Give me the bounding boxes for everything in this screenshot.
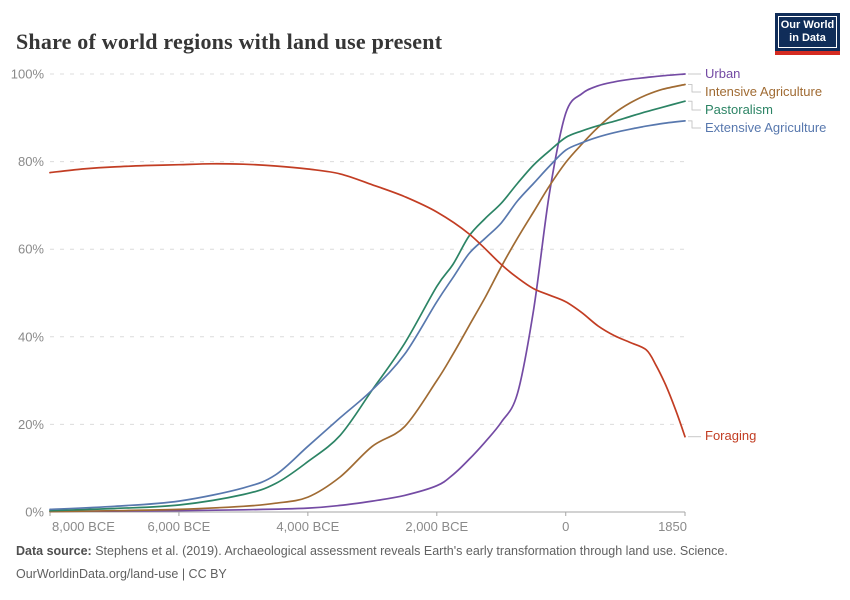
legend-connector xyxy=(688,84,701,93)
y-tick-label: 0% xyxy=(25,505,44,520)
owid-logo-red-bar xyxy=(775,51,840,55)
x-tick-label: 1850 xyxy=(658,519,687,534)
owid-logo: Our World in Data xyxy=(775,13,840,55)
y-tick-label: 80% xyxy=(18,154,44,169)
series-line-urban[interactable] xyxy=(49,73,686,513)
x-tick-label: 6,000 BCE xyxy=(147,519,210,534)
y-tick-label: 40% xyxy=(18,329,44,344)
license-line: OurWorldinData.org/land-use | CC BY xyxy=(16,567,227,581)
legend-item-extensive-agriculture[interactable]: Extensive Agriculture xyxy=(705,119,827,135)
legend-connector xyxy=(688,100,701,111)
series-line-extensive-agriculture[interactable] xyxy=(49,120,686,511)
datasource-text: Stephens et al. (2019). Archaeological a… xyxy=(95,544,728,558)
legend-item-urban[interactable]: Urban xyxy=(705,65,741,81)
owid-logo-text: Our World in Data xyxy=(778,16,837,48)
chart-title: Share of world regions with land use pre… xyxy=(16,28,443,54)
y-tick-label: 60% xyxy=(18,242,44,257)
series-line-foraging[interactable] xyxy=(49,162,686,438)
x-tick-label: 8,000 BCE xyxy=(52,519,115,534)
y-tick-label: 100% xyxy=(11,67,45,82)
x-tick-label: 4,000 BCE xyxy=(276,519,339,534)
x-tick-label: 2,000 BCE xyxy=(405,519,468,534)
series-line-intensive-agriculture[interactable] xyxy=(49,83,686,513)
chart-footer: Data source: Stephens et al. (2019). Arc… xyxy=(16,540,836,586)
datasource-line: Data source: Stephens et al. (2019). Arc… xyxy=(16,540,836,563)
legend-connector xyxy=(688,120,701,129)
datasource-label: Data source: xyxy=(16,544,92,558)
series-line-pastoralism[interactable] xyxy=(49,100,686,512)
legend-item-intensive-agriculture[interactable]: Intensive Agriculture xyxy=(705,83,823,99)
legend-item-pastoralism[interactable]: Pastoralism xyxy=(705,101,773,117)
y-tick-label: 20% xyxy=(18,417,44,432)
legend-item-foraging[interactable]: Foraging xyxy=(705,428,757,444)
x-tick-label: 0 xyxy=(562,519,569,534)
